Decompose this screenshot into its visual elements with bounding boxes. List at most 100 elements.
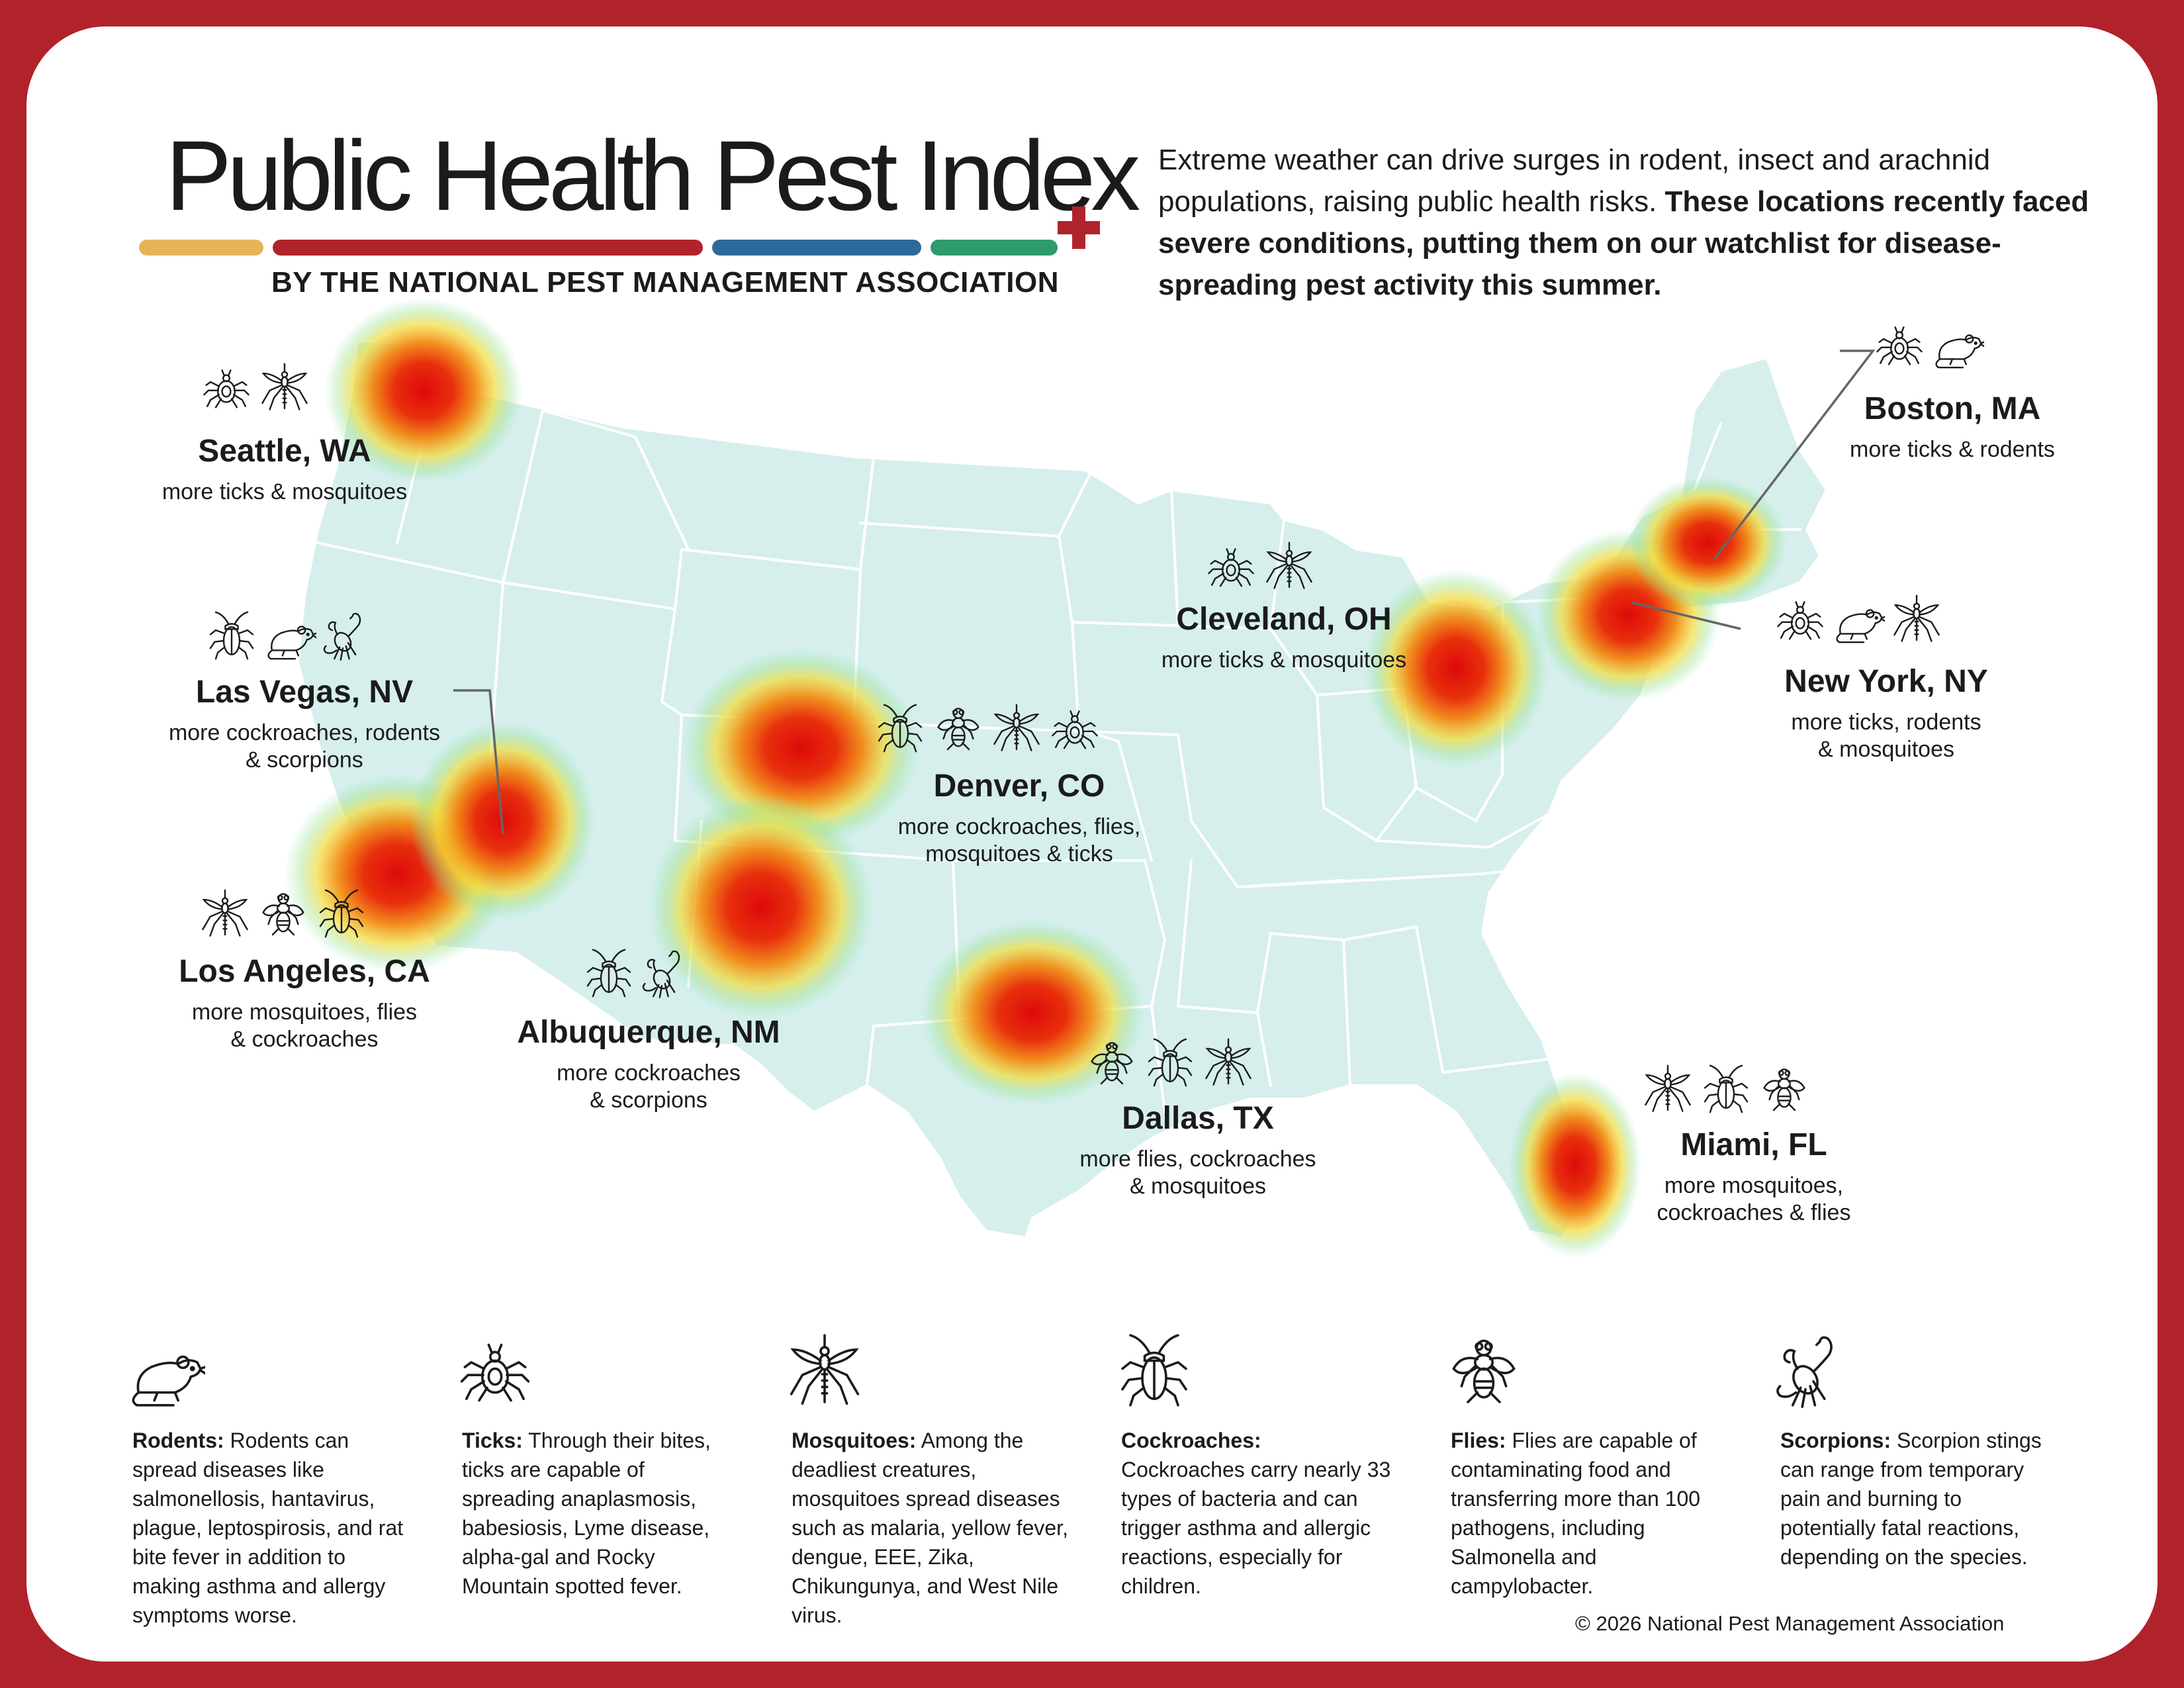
legend-icon [1121,1331,1399,1410]
city-name: Seattle, WA [198,434,371,469]
leader-line-las-vegas [453,689,504,835]
city-name: New York, NY [1784,664,1988,699]
tick-icon [1876,326,1923,365]
page-title: Public Health Pest Index [165,120,1140,231]
mosquito-icon [1205,1038,1251,1086]
city-name: Miami, FL [1680,1127,1827,1162]
title-underline-blue [712,240,921,256]
city-icons-seattle [200,361,311,414]
mosquito-icon [1645,1064,1691,1112]
intro-bold: These locations recently faced severe co… [1158,185,2089,301]
city-las-vegas: Las Vegas, NV more cockroaches, rodents … [132,674,477,774]
city-seattle: Seattle, WA more ticks & mosquitoes [119,433,450,506]
city-miami: Miami, FL more mosquitoes, cockroaches &… [1588,1127,1919,1227]
cockroach-icon [1704,1064,1749,1113]
hotspot-las-vegas [410,722,596,920]
city-icons-las-vegas [205,609,375,662]
city-new-york: New York, NY more ticks, rodents & mosqu… [1721,663,2052,763]
legend-description: Through their bites, ticks are capable o… [462,1429,711,1598]
mosquito-icon [993,704,1040,751]
cockroach-icon [1148,1038,1193,1087]
tick-icon [1777,601,1823,640]
tick-icon [203,369,250,408]
scorpion-icon [1776,1336,1833,1408]
scorpion-icon [642,950,680,999]
legend-rodents: Rodents: Rodents can spread diseases lik… [132,1331,410,1630]
city-name: Albuquerque, NM [517,1015,780,1050]
hotspot-seattle [324,298,523,483]
city-name: Dallas, TX [1122,1101,1274,1136]
city-name: Denver, CO [933,769,1105,804]
fly-icon [1763,1068,1805,1111]
legend-text: Mosquitoes: Among the deadliest creature… [792,1426,1069,1630]
legend-ticks: Ticks: Through their bites, ticks are ca… [460,1331,740,1601]
cockroach-icon [878,704,923,753]
legend-flies: Flies: Flies are capable of contaminatin… [1451,1331,1729,1601]
city-icons-cleveland [1205,539,1316,592]
legend-scorpions: Scorpions: Scorpion stings can range fro… [1776,1331,2058,1571]
mosquito-icon [1266,541,1312,589]
cockroach-icon [209,611,254,660]
city-denver: Denver, CO more cockroaches, flies, mosq… [847,768,1191,868]
city-icons-dallas [1085,1036,1255,1089]
city-icons-los-angeles [199,887,368,940]
legend-term: Mosquitoes: [792,1429,917,1452]
city-name: Los Angeles, CA [179,954,430,989]
city-description: more ticks & rodents [1850,437,2055,462]
legend-text: Scorpions: Scorpion stings can range fro… [1780,1426,2058,1571]
cockroach-icon [586,949,631,998]
rodent-icon [1935,334,1984,369]
mosquito-icon [261,363,308,410]
mosquito-icon [1893,594,1940,642]
city-description: more cockroaches & scorpions [557,1060,741,1113]
fly-icon [1452,1339,1516,1403]
legend-description: Cockroaches carry nearly 33 types of bac… [1121,1458,1391,1598]
title-underline-red [273,240,703,256]
legend-mosquitoes: Mosquitoes: Among the deadliest creature… [790,1331,1069,1630]
city-description: more flies, cockroaches & mosquitoes [1079,1147,1316,1199]
leader-line-boston [1713,350,1876,561]
legend-term: Flies: [1451,1429,1506,1452]
city-description: more ticks, rodents & mosquitoes [1791,710,1981,762]
cockroach-icon [1121,1334,1187,1407]
mosquito-icon [202,889,248,937]
city-icons-albuquerque [582,947,694,1000]
city-name: Las Vegas, NV [195,675,414,710]
city-cleveland: Cleveland, OH more ticks & mosquitoes [1118,601,1449,674]
legend-icon [1451,1331,1729,1410]
leader-line-new-york [1631,601,1741,630]
scorpion-icon [323,612,361,661]
legend-icon [1776,1331,2058,1410]
city-icons-boston [1873,318,1984,371]
legend-description: Flies are capable of contaminating food … [1451,1429,1701,1598]
page-subtitle: BY THE NATIONAL PEST MANAGEMENT ASSOCIAT… [271,266,1059,299]
city-name: Cleveland, OH [1176,602,1392,637]
legend-description: Rodents can spread diseases like salmone… [132,1429,404,1627]
city-albuquerque: Albuquerque, NM more cockroaches & scorp… [470,1014,827,1114]
hotspot-albuquerque [649,794,874,1019]
legend-icon [790,1331,1069,1410]
intro-text: Extreme weather can drive surges in rode… [1158,139,2105,306]
city-icons-new-york [1774,592,1943,645]
legend-term: Ticks: [462,1429,523,1452]
legend-text: Ticks: Through their bites, ticks are ca… [462,1426,740,1601]
leader-lines [453,350,1876,835]
legend-icon [460,1331,740,1410]
city-description: more mosquitoes, flies & cockroaches [191,1000,418,1052]
legend-text: Cockroaches: Cockroaches carry nearly 33 … [1121,1426,1399,1601]
city-description: more ticks & mosquitoes [1161,647,1407,673]
copyright: © 2026 National Pest Management Associat… [1575,1612,2005,1635]
city-icons-denver [874,702,1101,755]
city-dallas: Dallas, TX more flies, cockroaches & mos… [1032,1100,1363,1200]
fly-icon [1091,1042,1133,1085]
city-description: more mosquitoes, cockroaches & flies [1657,1173,1851,1225]
hotspots [285,298,1787,1258]
us-map [285,298,1876,1258]
city-name: Boston, MA [1864,391,2041,426]
legend-text: Rodents: Rodents can spread diseases lik… [132,1426,410,1630]
legend-term: Cockroaches: [1121,1429,1261,1452]
tick-icon [1052,710,1098,749]
legend-icon [132,1331,410,1410]
title-underline-green [931,240,1058,256]
city-icons-miami [1641,1062,1811,1115]
